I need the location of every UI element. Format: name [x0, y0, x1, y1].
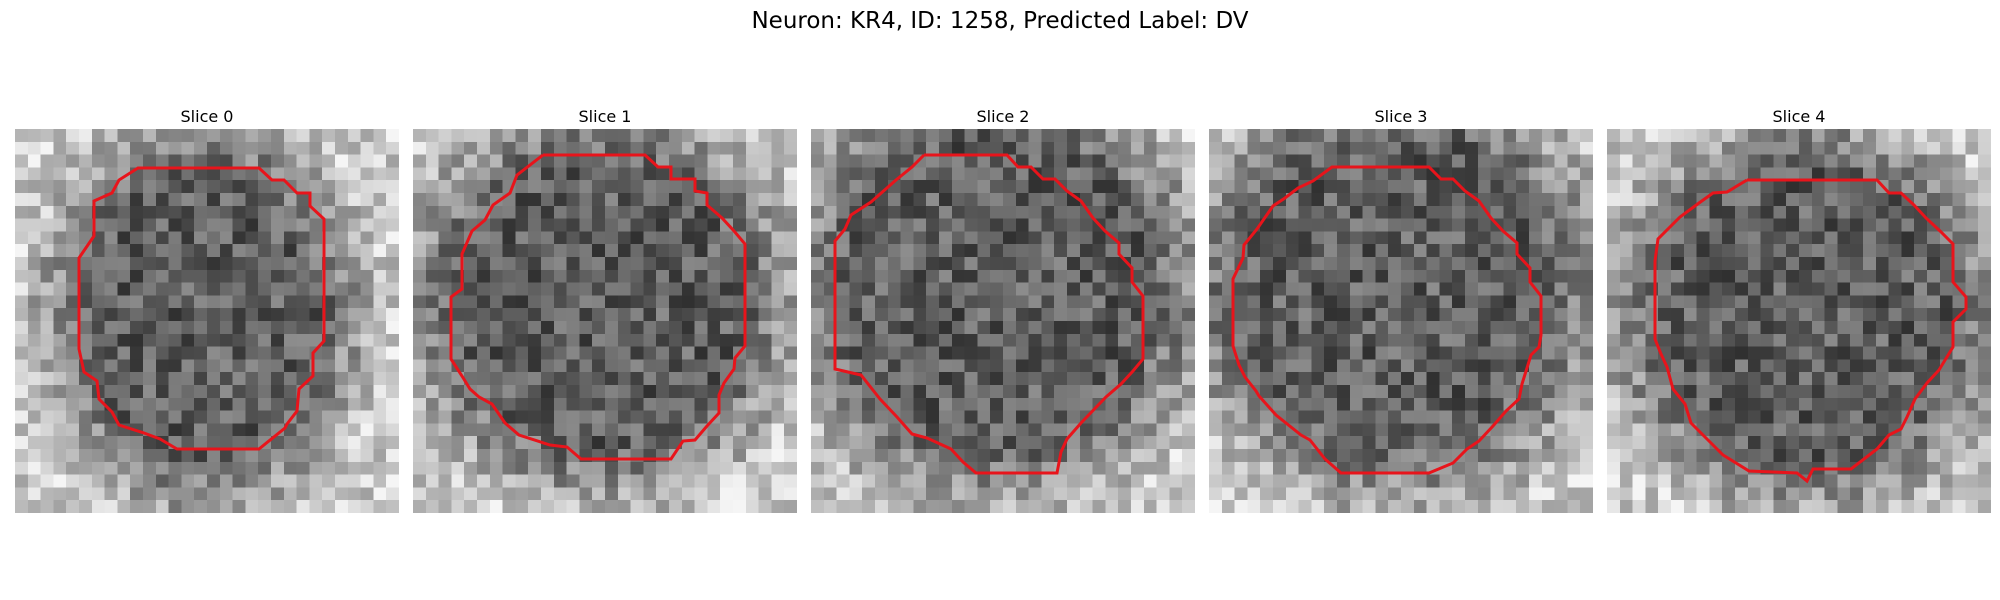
slice-title: Slice 2 [976, 107, 1030, 126]
slice-title: Slice 3 [1374, 107, 1428, 126]
slice-image [15, 129, 399, 513]
slice-panel-4: Slice 4 [1607, 105, 1991, 513]
grayscale-patch [1209, 129, 1593, 513]
figure-title: Neuron: KR4, ID: 1258, Predicted Label: … [751, 8, 1249, 34]
slice-title: Slice 4 [1772, 107, 1826, 126]
slice-image [1607, 129, 1991, 513]
roi-contour [77, 166, 326, 451]
grayscale-patch [1607, 129, 1991, 513]
slice-title: Slice 1 [578, 107, 632, 126]
roi-contour [1231, 165, 1543, 475]
slice-image [413, 129, 797, 513]
roi-contour [1653, 178, 1968, 484]
slice-title: Slice 0 [180, 107, 234, 126]
grayscale-patch [811, 129, 1195, 513]
slice-image [811, 129, 1195, 513]
slice-panel-3: Slice 3 [1209, 105, 1593, 513]
grayscale-patch [413, 129, 797, 513]
roi-contour [833, 153, 1145, 475]
slice-panel-2: Slice 2 [811, 105, 1195, 513]
slice-panel-1: Slice 1 [413, 105, 797, 513]
roi-contour [449, 153, 747, 461]
slice-image [1209, 129, 1593, 513]
slice-panel-0: Slice 0 [15, 105, 399, 513]
